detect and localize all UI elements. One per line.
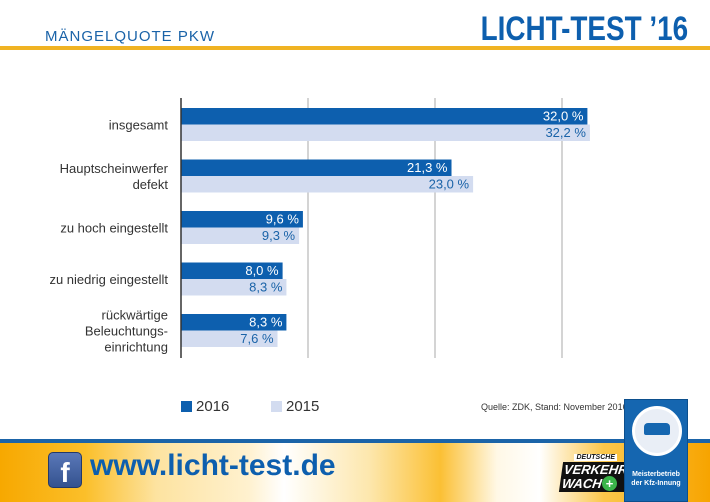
category-label: zu hoch eingestellt (60, 221, 168, 236)
category-label: zu niedrig eingestellt (49, 272, 168, 287)
category-label: defekt (133, 177, 169, 192)
dvw-small-text: DEUTSCHE (574, 454, 617, 461)
data-label-2016: 32,0 % (543, 109, 584, 124)
bar-2016 (181, 108, 588, 125)
category-label: Beleuchtungs- (85, 324, 168, 339)
facebook-icon[interactable]: f (48, 452, 82, 488)
bar-2015 (181, 330, 278, 347)
category-label: Hauptscheinwerfer (60, 161, 169, 176)
plus-icon: + (602, 476, 617, 491)
verkehrswacht-logo: DEUTSCHE VERKEHRS WACHT + (558, 454, 640, 494)
brand-logo-text: LICHT-TEST ’16 (480, 10, 688, 48)
bar-2015 (181, 279, 287, 296)
legend-item-2016: 2016 (181, 398, 229, 415)
bar-2015 (181, 176, 474, 193)
data-label-2015: 32,2 % (545, 125, 586, 140)
footer-divider (0, 439, 710, 443)
bar-2015 (181, 227, 300, 244)
website-link[interactable]: www.licht-test.de (90, 449, 336, 482)
source-note: Quelle: ZDK, Stand: November 2016 (481, 402, 628, 412)
data-label-2016: 8,0 % (245, 263, 279, 278)
bar-2015 (181, 124, 590, 141)
category-label: einrichtung (104, 340, 168, 355)
data-label-2015: 7,6 % (240, 331, 274, 346)
data-label-2016: 9,6 % (266, 212, 300, 227)
bar-2016 (181, 314, 287, 331)
car-icon (644, 423, 670, 435)
data-label-2015: 23,0 % (429, 177, 470, 192)
data-label-2016: 21,3 % (407, 160, 448, 175)
data-label-2016: 8,3 % (249, 315, 283, 330)
category-label: insgesamt (109, 118, 169, 133)
bar-2016 (181, 262, 283, 279)
bar-2016 (181, 159, 452, 176)
legend-swatch-2015 (271, 401, 282, 412)
data-label-2015: 9,3 % (262, 228, 296, 243)
kfz-innung-badge: Meisterbetrieb der Kfz-Innung (624, 399, 688, 502)
badge-text: Meisterbetrieb der Kfz-Innung (631, 471, 681, 487)
legend-swatch-2016 (181, 401, 192, 412)
legend-label-2016: 2016 (196, 398, 230, 415)
legend-item-2015: 2015 (271, 398, 319, 415)
category-label: rückwärtige (102, 308, 168, 323)
data-label-2015: 8,3 % (249, 280, 283, 295)
legend-label-2015: 2015 (286, 398, 320, 415)
chart-subtitle: MÄNGELQUOTE PKW (45, 28, 216, 45)
bar-2016 (181, 211, 303, 228)
bar-chart: 32,0 %32,2 % insgesamt 21,3 % 23,0 % Hauptsc… (49, 98, 590, 358)
header-divider (0, 46, 710, 50)
